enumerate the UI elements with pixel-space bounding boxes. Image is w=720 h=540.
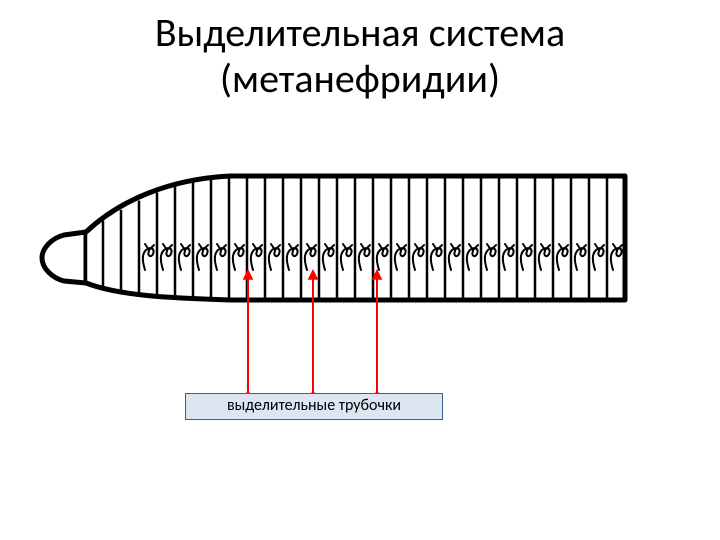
label-text: выделительные трубочки (227, 396, 401, 415)
diagram-svg (0, 0, 720, 540)
slide: Выделительная система (метанефридии) выд… (0, 0, 720, 540)
label-box: выделительные трубочки (185, 393, 443, 420)
